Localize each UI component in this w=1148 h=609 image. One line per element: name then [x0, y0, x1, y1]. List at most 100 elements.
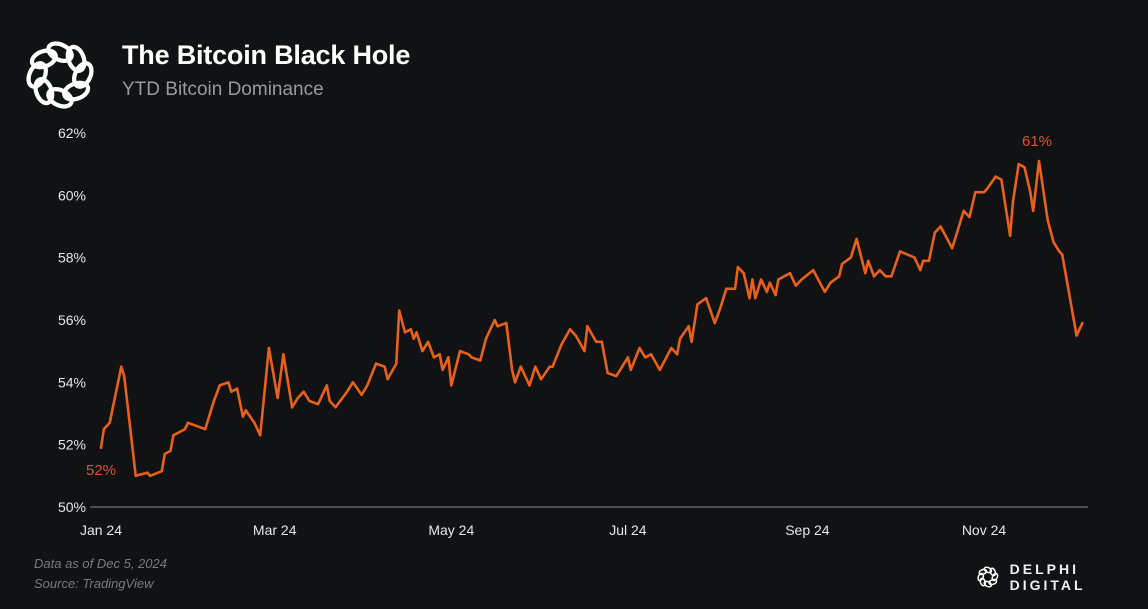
- data-point: [1008, 234, 1012, 238]
- data-point: [985, 187, 989, 191]
- data-point: [927, 259, 931, 262]
- data-point: [849, 256, 853, 259]
- chart-subtitle: YTD Bitcoin Dominance: [122, 79, 324, 100]
- data-point: [212, 399, 216, 403]
- data-point: [777, 278, 780, 281]
- logo-loop: [65, 44, 87, 73]
- data-point: [962, 209, 965, 213]
- data-point: [866, 259, 870, 262]
- data-point: [574, 334, 577, 337]
- data-point: [551, 365, 554, 368]
- data-point: [235, 387, 239, 390]
- data-point: [725, 287, 728, 291]
- data-point: [898, 250, 902, 253]
- data-point: [441, 368, 444, 372]
- data-point: [878, 268, 881, 272]
- data-point: [438, 353, 441, 356]
- data-point: [678, 337, 682, 340]
- data-point: [568, 328, 572, 331]
- data-point: [788, 272, 792, 275]
- x-tick-label: May 24: [428, 522, 474, 538]
- x-tick-label: Sep 24: [785, 522, 830, 538]
- data-point: [994, 175, 997, 178]
- data-point: [687, 325, 690, 328]
- data-point: [244, 409, 247, 412]
- data-point: [267, 346, 271, 350]
- data-point: [733, 287, 737, 291]
- data-point: [890, 275, 893, 278]
- series-layer: [99, 159, 1084, 478]
- data-point: [296, 396, 300, 400]
- data-point: [397, 309, 401, 312]
- logo-loop: [979, 577, 987, 587]
- data-point: [933, 231, 936, 234]
- logo-loop: [978, 568, 988, 576]
- data-point: [560, 343, 563, 347]
- btc-dominance-line: [99, 159, 1084, 478]
- data-point: [1017, 162, 1020, 166]
- logo-loop: [62, 80, 91, 102]
- y-tick-label: 62%: [58, 125, 86, 141]
- data-point: [276, 396, 279, 400]
- data-point: [290, 406, 294, 409]
- data-point: [328, 399, 331, 403]
- footer: Data as of Dec 5, 2024 Source: TradingVi…: [34, 554, 167, 594]
- x-axis: Jan 24 Mar 24 May 24 Jul 24 Sep 24 Nov 24: [80, 506, 1088, 538]
- data-point: [1011, 200, 1015, 203]
- logo-loop: [29, 48, 58, 70]
- data-point: [884, 275, 887, 278]
- data-point: [742, 272, 745, 275]
- data-point: [447, 356, 450, 359]
- x-tick-label: Mar 24: [253, 522, 297, 538]
- data-point: [186, 421, 190, 425]
- data-point: [594, 340, 598, 343]
- data-point: [1023, 166, 1026, 169]
- data-point: [696, 303, 699, 306]
- data-point: [855, 237, 858, 241]
- data-point: [974, 190, 977, 194]
- data-point: [120, 365, 123, 368]
- data-point: [426, 340, 430, 343]
- data-point: [759, 278, 763, 281]
- logo-loop: [33, 77, 55, 106]
- data-point: [840, 262, 844, 266]
- data-point: [282, 353, 285, 356]
- value-annotation: 52%: [86, 462, 116, 479]
- data-point: [629, 368, 632, 372]
- data-point: [1037, 159, 1041, 163]
- data-point: [345, 390, 349, 393]
- data-point: [1046, 219, 1049, 222]
- data-point: [183, 427, 187, 431]
- data-point: [704, 296, 708, 300]
- data-point: [316, 402, 320, 406]
- data-point: [1052, 240, 1055, 244]
- data-point: [823, 290, 826, 294]
- data-point: [719, 306, 722, 309]
- data-point: [493, 318, 496, 322]
- data-point: [403, 331, 407, 334]
- y-axis: 50% 52% 54% 56% 58% 60% 62%: [58, 125, 86, 515]
- delphi-logo: [26, 41, 94, 109]
- data-point: [583, 349, 586, 353]
- data-point: [510, 368, 514, 372]
- data-point: [334, 406, 337, 409]
- data-point: [644, 356, 647, 359]
- data-point: [765, 290, 769, 294]
- data-point: [415, 331, 418, 334]
- data-point: [968, 215, 971, 219]
- data-point: [102, 427, 106, 431]
- data-point: [470, 356, 473, 359]
- y-tick-label: 52%: [58, 437, 86, 453]
- data-point: [548, 365, 551, 368]
- data-point: [774, 293, 777, 297]
- data-point: [913, 256, 916, 259]
- data-point: [160, 469, 163, 473]
- brand-name: DELPHI DIGITAL: [1009, 561, 1086, 593]
- data-point: [1081, 321, 1084, 325]
- data-point: [458, 349, 462, 353]
- data-point: [1075, 334, 1078, 337]
- data-point: [241, 415, 245, 418]
- y-tick-label: 60%: [58, 187, 86, 203]
- data-point: [432, 356, 436, 359]
- data-point: [172, 434, 175, 437]
